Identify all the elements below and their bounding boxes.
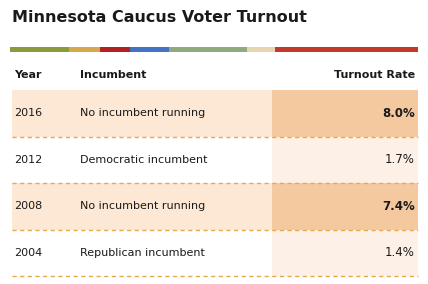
Bar xyxy=(10,47,69,52)
Bar xyxy=(275,47,418,52)
Bar xyxy=(169,47,247,52)
Bar xyxy=(247,47,275,52)
Bar xyxy=(12,90,272,137)
Text: 2008: 2008 xyxy=(14,201,42,211)
Bar xyxy=(131,47,169,52)
Text: Democratic incumbent: Democratic incumbent xyxy=(80,155,208,165)
Bar xyxy=(272,90,418,137)
Bar xyxy=(272,137,418,183)
Text: 2012: 2012 xyxy=(14,155,42,165)
Text: 1.4%: 1.4% xyxy=(385,246,415,259)
Bar xyxy=(272,183,418,229)
Text: 8.0%: 8.0% xyxy=(382,107,415,120)
Bar xyxy=(69,47,100,52)
Text: Turnout Rate: Turnout Rate xyxy=(334,70,415,80)
Text: 2004: 2004 xyxy=(14,248,42,258)
Text: Incumbent: Incumbent xyxy=(80,70,146,80)
Text: Year: Year xyxy=(14,70,42,80)
Text: 7.4%: 7.4% xyxy=(382,200,415,213)
Text: No incumbent running: No incumbent running xyxy=(80,108,205,118)
Text: 1.7%: 1.7% xyxy=(385,153,415,166)
Text: No incumbent running: No incumbent running xyxy=(80,201,205,211)
Bar xyxy=(272,229,418,276)
Text: 2016: 2016 xyxy=(14,108,42,118)
Text: Republican incumbent: Republican incumbent xyxy=(80,248,205,258)
Bar xyxy=(100,47,131,52)
Text: Minnesota Caucus Voter Turnout: Minnesota Caucus Voter Turnout xyxy=(12,10,307,25)
Bar xyxy=(12,183,272,229)
